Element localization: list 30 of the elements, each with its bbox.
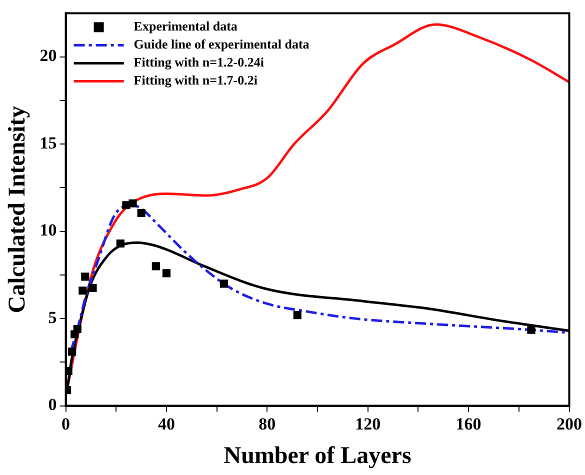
point [162,269,171,278]
point [78,286,87,295]
legend-label: Fitting with n=1.7-0.2i [134,72,258,88]
point [293,311,302,320]
legend-label: Guide line of experimental data [134,36,310,52]
point [220,280,228,288]
y-tick-label: 20 [40,46,57,66]
point [116,239,124,248]
x-tick-label: 40 [158,414,175,434]
y-tick-label: 10 [40,220,57,240]
point [88,284,97,292]
legend-label: Fitting with n=1.2-0.24i [134,54,264,70]
x-tick-label: 200 [556,414,582,434]
x-tick-label: 120 [355,414,381,434]
point [73,324,82,334]
point [81,272,90,281]
point [68,348,76,356]
x-axis-title: Number of Layers [224,442,412,469]
y-tick-label: 0 [48,395,57,414]
point [137,208,146,218]
y-axis-title: Calculated Intensity [4,106,31,314]
x-tick-label: 160 [456,414,482,434]
legend-label: Experimental data [134,18,238,34]
point [152,262,160,270]
y-tick-label: 5 [48,308,57,327]
y-tick-label: 15 [40,133,57,152]
point [128,199,137,208]
point [527,326,536,334]
x-tick-label: 80 [258,414,276,434]
x-tick-label: 0 [62,414,70,434]
